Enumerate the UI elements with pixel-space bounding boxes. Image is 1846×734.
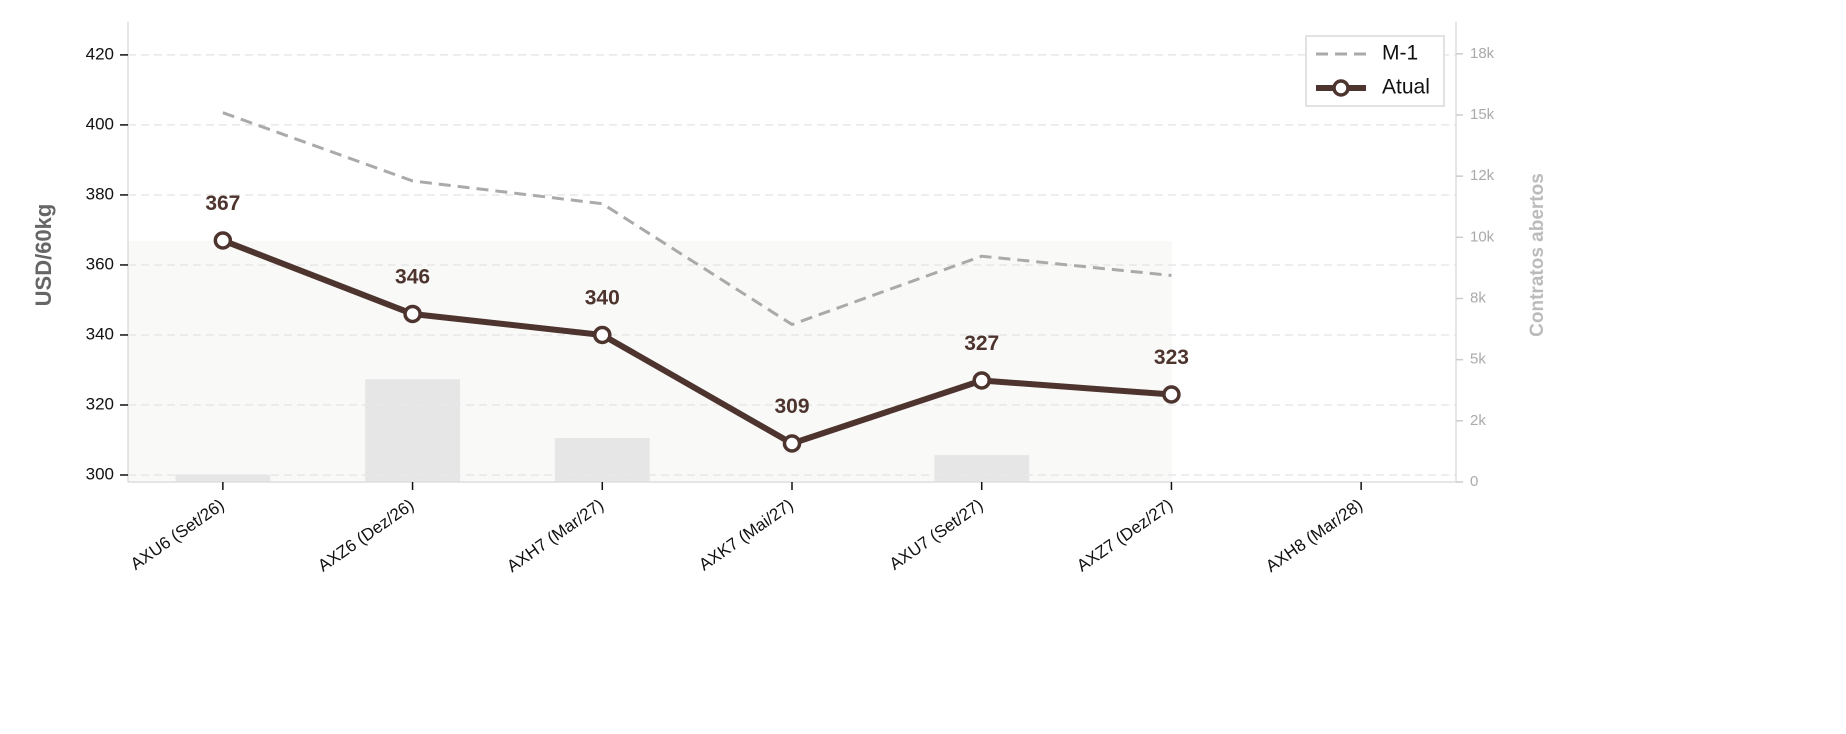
- y2-tick-label: 0: [1470, 473, 1478, 490]
- data-label: 346: [395, 266, 430, 289]
- y2-tick-label: 15k: [1470, 106, 1495, 123]
- x-tick-label: AXK7 (Mai/27): [695, 495, 796, 574]
- y2-tick-label: 12k: [1470, 167, 1495, 184]
- data-label: 340: [585, 287, 620, 310]
- line-series: [221, 237, 1172, 447]
- y-tick-label: 420: [86, 44, 114, 63]
- y-tick-label: 340: [86, 324, 114, 343]
- point: [213, 231, 233, 250]
- y-axis-label: USD/60kg: [31, 204, 56, 307]
- data-label: 323: [1154, 346, 1189, 369]
- y2-tick-label: 18k: [1470, 45, 1495, 62]
- data-label: 327: [964, 332, 999, 355]
- x-tick-label: AXH7 (Mar/27): [503, 495, 607, 576]
- x-tick-label: AXZ7 (Dez/27): [1073, 495, 1176, 575]
- y-tick-label: 400: [86, 114, 114, 133]
- y2-tick-label: 5k: [1470, 351, 1486, 368]
- y-tick-label: 320: [86, 394, 114, 413]
- y2-tick-label: 8k: [1470, 289, 1486, 306]
- bar: [365, 379, 460, 482]
- y2-tick-label: 2k: [1470, 412, 1486, 429]
- data-label: 367: [205, 192, 240, 215]
- line-series: [222, 111, 1172, 326]
- bar: [934, 455, 1030, 482]
- point: [1162, 385, 1181, 404]
- legend-marker: [1332, 79, 1350, 97]
- legend-box: [1305, 35, 1445, 107]
- point: [593, 325, 612, 345]
- point: [972, 371, 991, 390]
- x-tick-label: AXU7 (Set/27): [886, 495, 987, 573]
- y-tick-label: 380: [86, 184, 114, 203]
- point: [782, 434, 802, 453]
- y2-axis-label: Contratos abertos: [1527, 173, 1548, 337]
- data-label: 309: [774, 395, 809, 418]
- x-tick-label: AXU6 (Set/26): [127, 495, 228, 573]
- legend-label: Atual: [1382, 76, 1430, 99]
- y-tick-label: 360: [86, 254, 114, 273]
- point: [403, 304, 422, 324]
- x-tick-label: AXZ6 (Dez/26): [314, 495, 417, 575]
- x-tick-label: AXH8 (Mar/28): [1262, 495, 1366, 576]
- legend-label: M-1: [1382, 42, 1418, 65]
- y2-tick-label: 10k: [1470, 228, 1495, 245]
- y-tick-label: 300: [86, 464, 114, 483]
- bar: [175, 474, 271, 482]
